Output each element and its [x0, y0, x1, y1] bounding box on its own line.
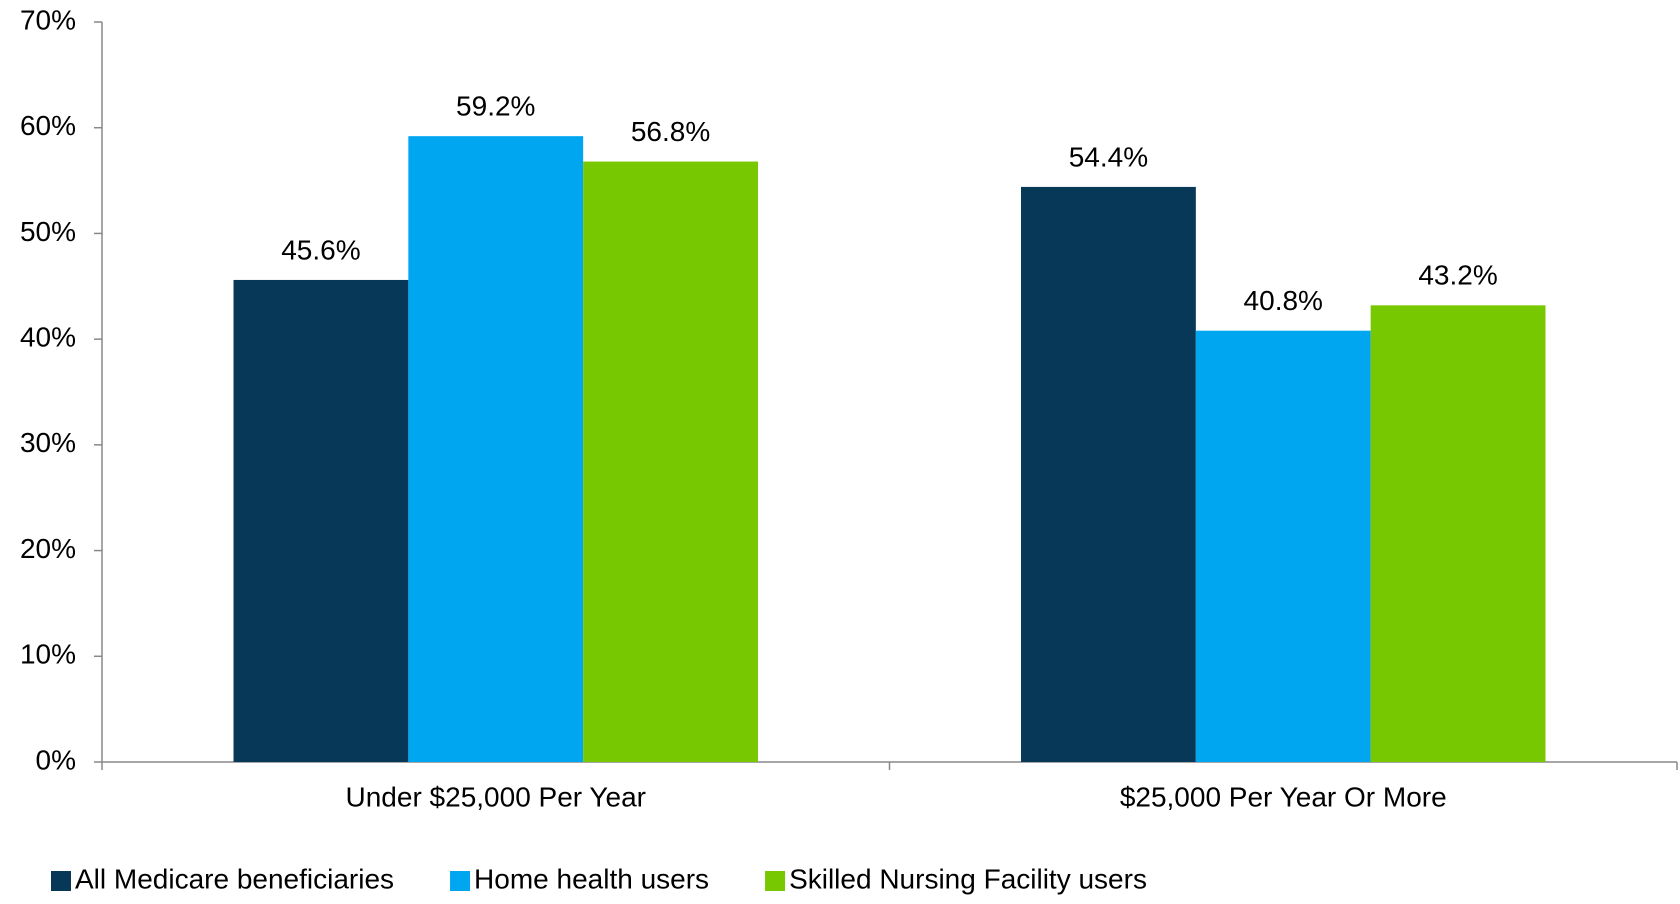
bar [583, 161, 758, 763]
y-tick-label: 70% [20, 4, 76, 35]
y-tick-label: 40% [20, 322, 76, 353]
y-tick-label: 50% [20, 216, 76, 247]
legend-swatch [765, 871, 786, 891]
x-tick-label: Under $25,000 Per Year [346, 781, 646, 812]
data-label: 56.8% [631, 116, 710, 147]
legend-swatch [51, 871, 71, 891]
bar [233, 279, 409, 762]
data-label: 43.2% [1418, 260, 1497, 291]
bar [1195, 330, 1371, 762]
data-label: 59.2% [456, 91, 535, 122]
bar [1370, 305, 1546, 762]
y-tick-label: 20% [20, 533, 76, 564]
data-label: 45.6% [281, 234, 360, 265]
legend-label: All Medicare beneficiaries [75, 863, 394, 894]
bar [408, 136, 584, 762]
y-tick-label: 0% [36, 744, 76, 775]
y-tick-label: 60% [20, 110, 76, 141]
legend-label: Skilled Nursing Facility users [789, 863, 1147, 894]
data-label: 40.8% [1244, 285, 1323, 316]
legend-swatch [450, 871, 471, 891]
legend-label: Home health users [474, 863, 709, 894]
y-tick-label: 30% [20, 427, 76, 458]
data-label: 54.4% [1069, 141, 1148, 172]
y-tick-label: 10% [20, 639, 76, 670]
bar [1021, 186, 1196, 762]
x-tick-label: $25,000 Per Year Or More [1120, 781, 1447, 812]
